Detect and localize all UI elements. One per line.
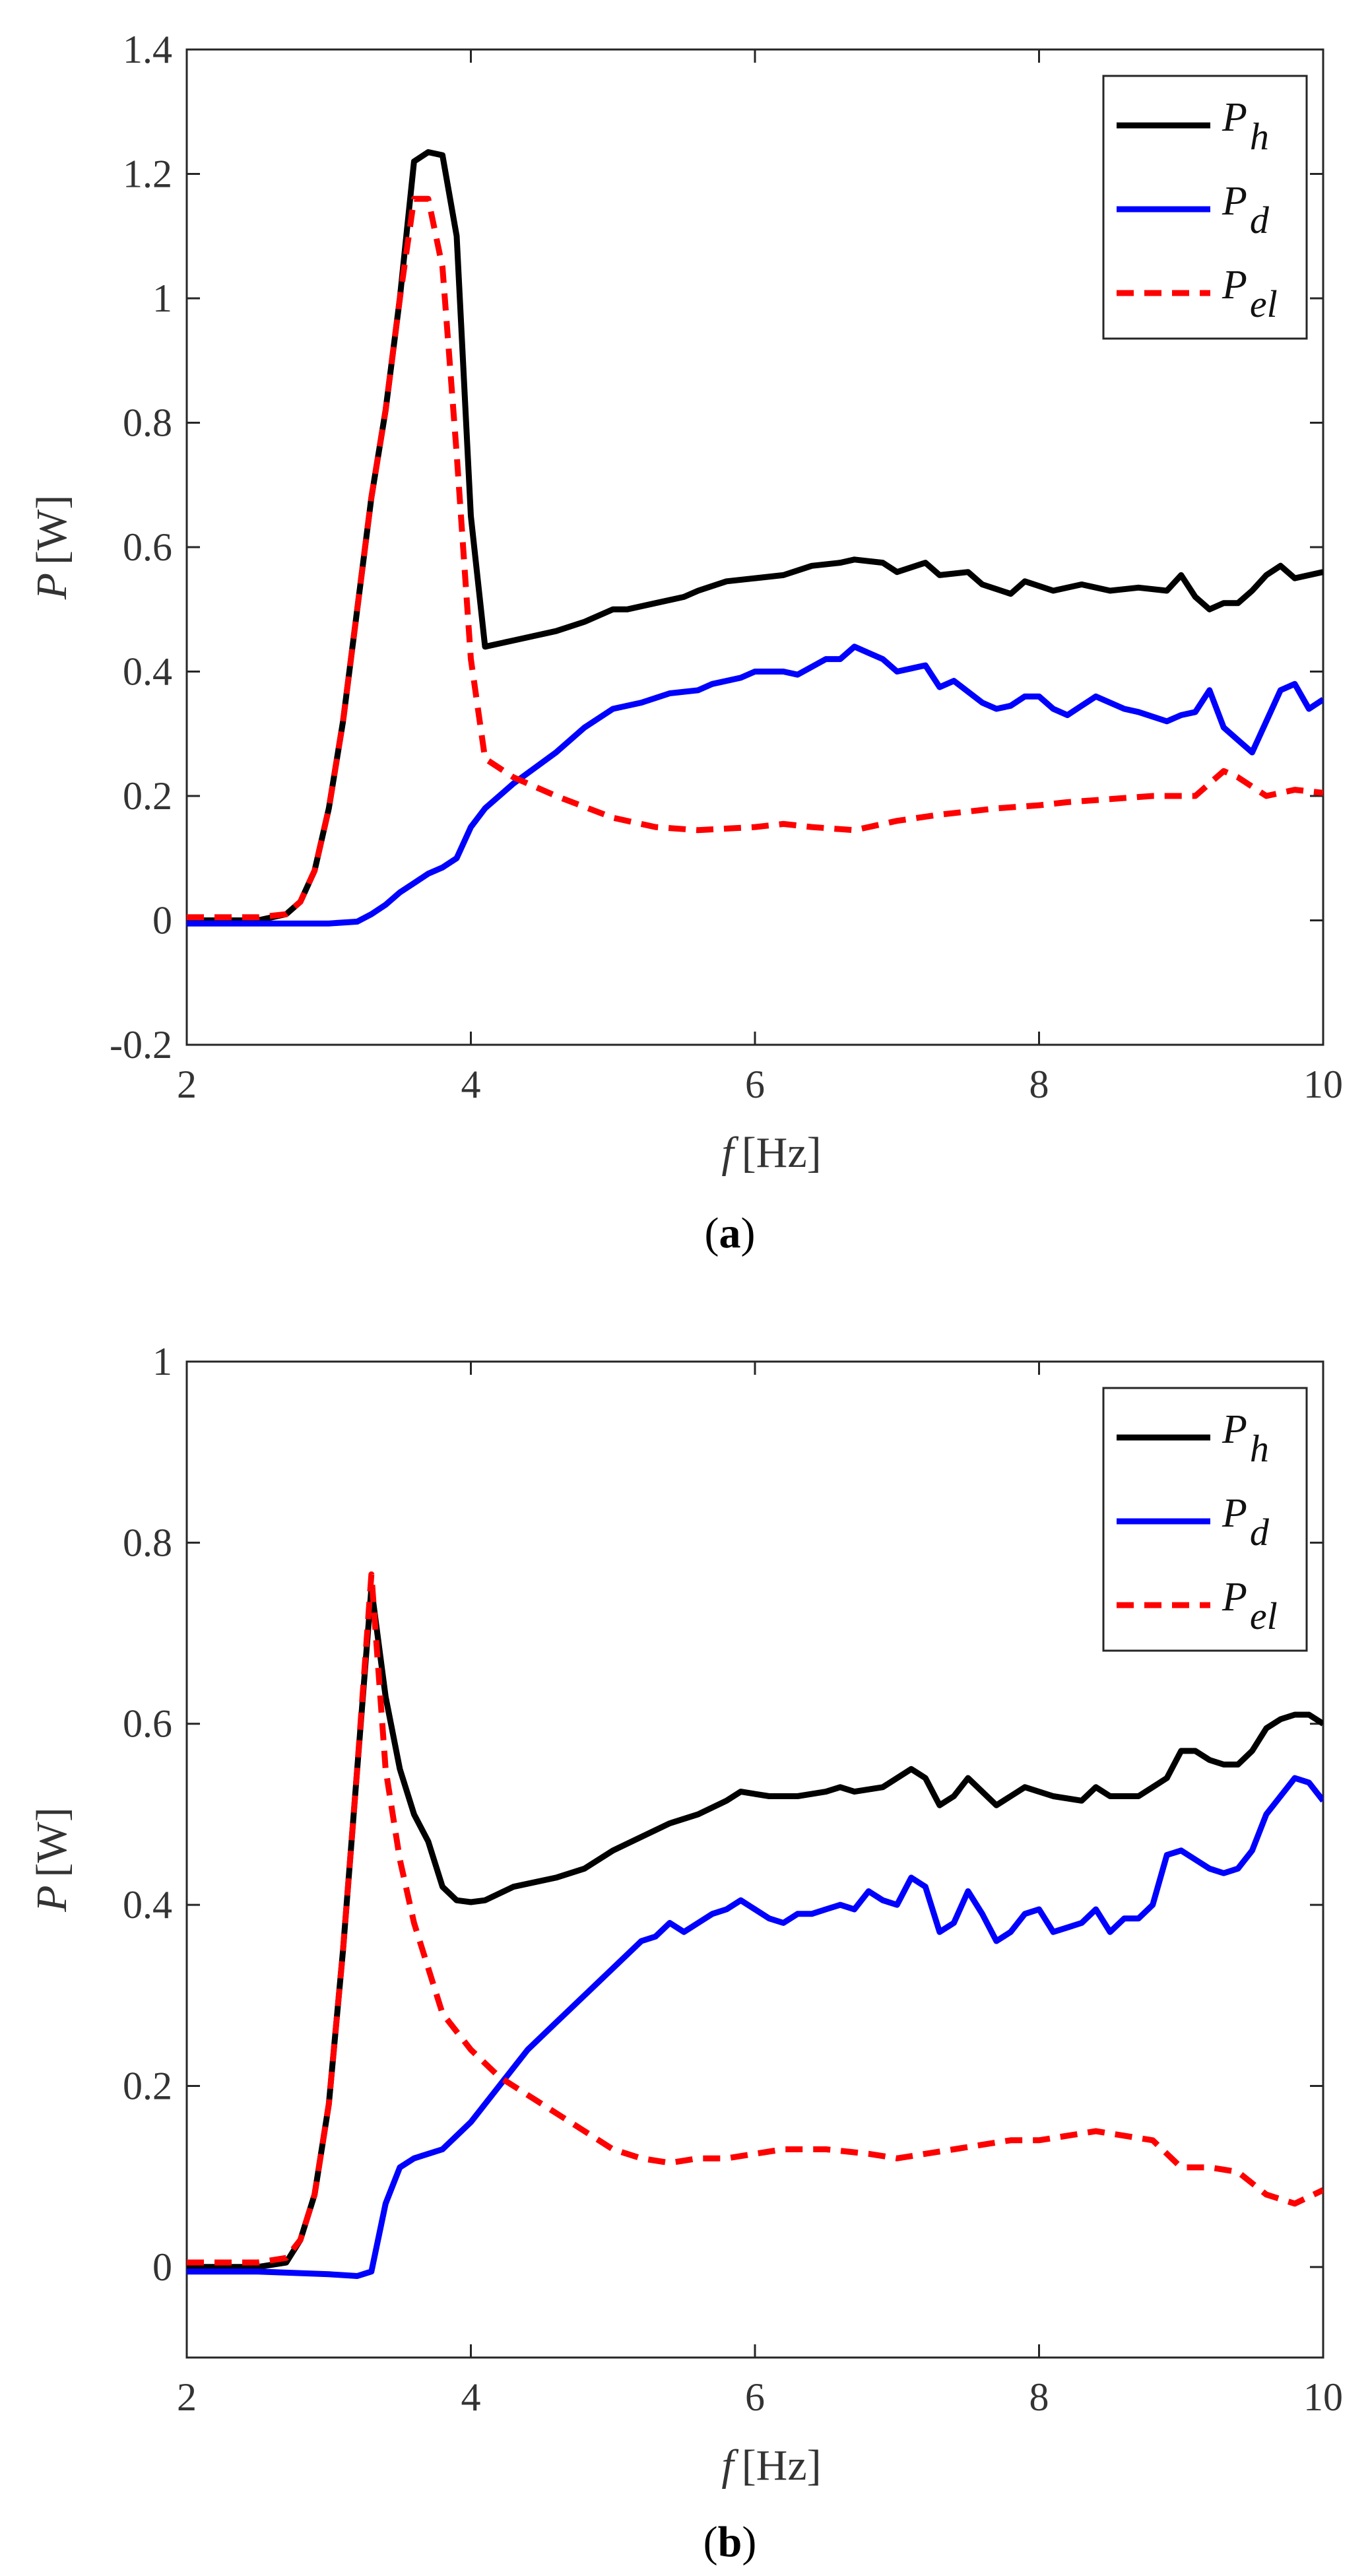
panel-caption: (a) [705,1209,756,1257]
legend-label-main: P [1222,1491,1247,1536]
y-tick-label: 0.2 [123,774,172,818]
legend-label-main: P [1222,179,1247,224]
y-tick-label: 1 [152,277,172,320]
x-axis-label-unit: [Hz] [742,1129,822,1177]
y-axis-label-unit: [W] [28,1807,76,1877]
legend-label: Pel [1222,263,1278,325]
legend-label: Pd [1222,179,1270,242]
x-tick-label: 6 [745,2375,765,2419]
x-tick-label: 8 [1029,1063,1049,1106]
series-line-p-el [187,1571,1323,2266]
series-line-p-el [187,195,1323,921]
panel-caption-close: ) [741,1209,756,1257]
y-axis-label: P [W] [28,495,76,601]
legend-label: Pd [1222,1491,1270,1554]
x-tick-label: 4 [461,2375,481,2419]
y-axis-label-unit: [W] [28,495,76,565]
panel-caption-close: ) [742,2518,756,2566]
y-tick-label: 0.6 [123,1702,172,1746]
legend-label-main: P [1222,95,1247,140]
legend-label: Pel [1222,1575,1278,1637]
y-tick-label: 0.6 [123,525,172,569]
legend-label-main: P [1222,1407,1247,1452]
x-tick-label: 2 [177,1063,197,1106]
legend-label: Ph [1222,1407,1269,1470]
x-axis-label: f [Hz] [721,1129,821,1177]
y-tick-label: 0.8 [123,1521,172,1564]
chart-a: 2 4 6 8 10-0.200.20.40.60.811.21.4f [Hz]P[W]P… [28,28,1343,1257]
panel-caption-letter: b [718,2518,742,2566]
x-tick-label: 10 [1303,1063,1343,1106]
legend-label-main: P [1222,1575,1247,1620]
panel-caption-open: ( [703,2518,718,2566]
panel-caption: (b) [703,2518,757,2566]
y-axis-label: P [W] [28,1807,76,1913]
panel-caption-letter: a [719,1209,741,1257]
legend-label-sub: el [1250,282,1278,325]
y-tick-label: 0.4 [123,1883,172,1927]
legend-label-sub: d [1250,199,1270,242]
legend-label-sub: d [1250,1511,1270,1554]
y-tick-label: 1.4 [123,28,172,71]
series-line-p-h [187,1585,1323,2270]
legend-label-sub: el [1250,1595,1278,1637]
legend-label-sub: h [1250,1427,1269,1470]
y-tick-label: 0.4 [123,650,172,694]
legend-label-sub: h [1250,115,1269,158]
y-tick-label: 1.2 [123,152,172,196]
series-line-p-h [187,149,1323,923]
x-tick-label: 6 [745,1063,765,1106]
y-tick-label: 0.8 [123,401,172,445]
y-tick-label: 0 [152,2245,172,2289]
y-axis-label-var: P [28,573,76,600]
x-tick-label: 10 [1303,2375,1343,2419]
x-axis-label-unit: [Hz] [742,2441,822,2490]
series-line-p-d [187,1775,1323,2279]
y-axis-label-var: P [28,1885,76,1912]
y-tick-label: 1 [152,1340,172,1383]
y-tick-label: -0.2 [110,1023,172,1067]
x-tick-label: 4 [461,1063,481,1106]
y-tick-label: 0 [152,899,172,942]
series-line-p-d [187,644,1323,927]
y-tick-label: 0.2 [123,2064,172,2107]
panel-caption-open: ( [705,1209,719,1257]
legend-label-main: P [1222,263,1247,308]
legend-label: Ph [1222,95,1269,158]
x-tick-label: 2 [177,2375,197,2419]
x-tick-label: 8 [1029,2375,1049,2419]
